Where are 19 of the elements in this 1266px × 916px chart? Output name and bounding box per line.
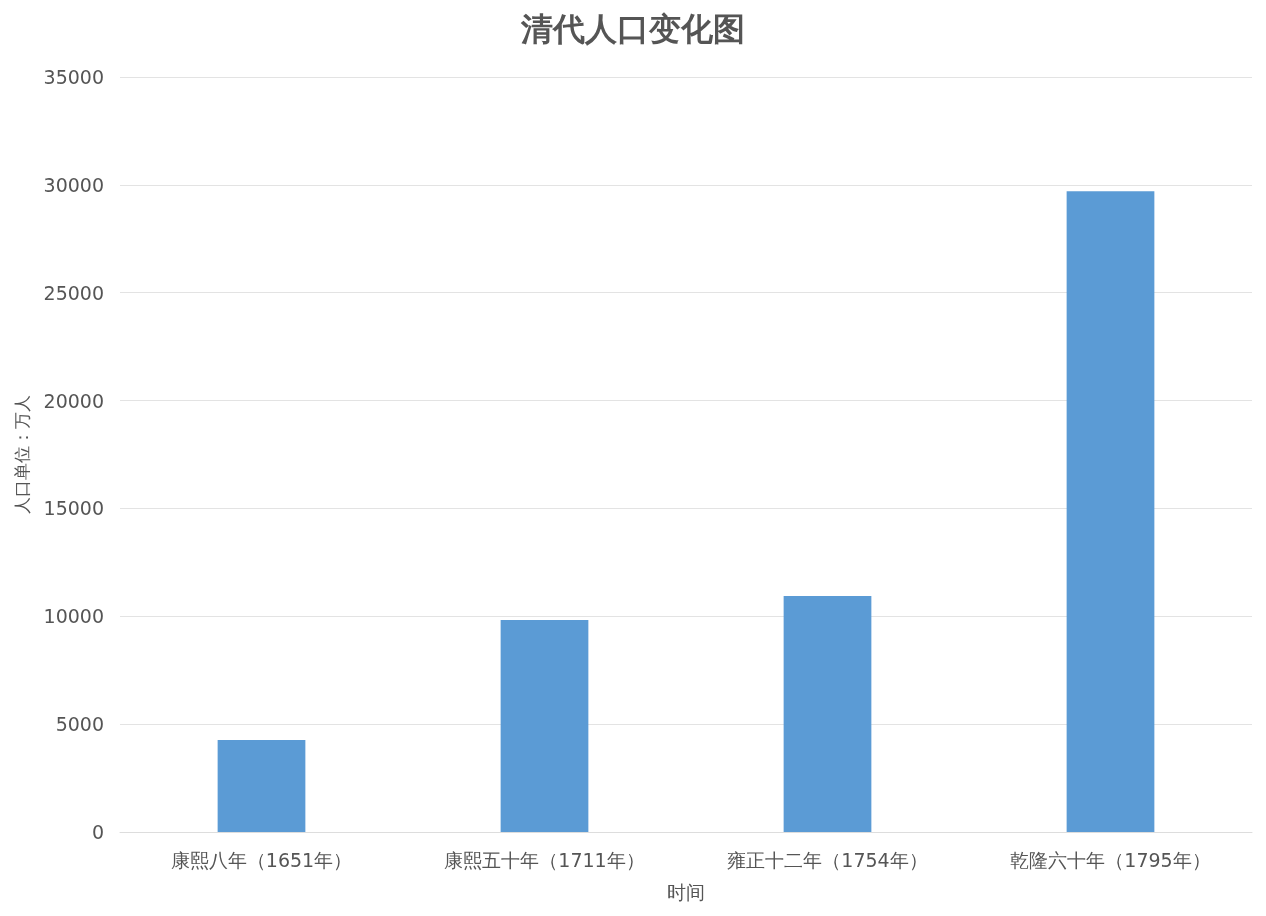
y-tick-label: 20000 — [43, 389, 104, 412]
x-tick-label: 康熙八年（1651年） — [170, 848, 353, 871]
y-tick-label: 15000 — [43, 497, 104, 520]
y-tick-label: 5000 — [55, 713, 104, 736]
chart-title: 清代人口变化图 — [520, 10, 745, 48]
y-axis-title: 人口单位：万人 — [11, 395, 32, 514]
y-tick-label: 35000 — [43, 66, 104, 88]
x-tick-label: 乾隆六十年（1795年） — [1010, 848, 1211, 871]
bar — [500, 619, 589, 832]
bar — [217, 739, 306, 832]
x-tick-label: 雍正十二年（1754年） — [727, 848, 928, 871]
y-tick-label: 10000 — [43, 605, 104, 628]
y-tick-label: 25000 — [43, 281, 104, 304]
x-tick-label: 康熙五十年（1711年） — [444, 848, 645, 871]
bar — [783, 596, 872, 832]
bar — [1066, 191, 1155, 832]
x-axis-title: 时间 — [667, 880, 705, 903]
y-tick-label: 30000 — [43, 173, 104, 196]
y-tick-label: 0 — [91, 821, 104, 843]
